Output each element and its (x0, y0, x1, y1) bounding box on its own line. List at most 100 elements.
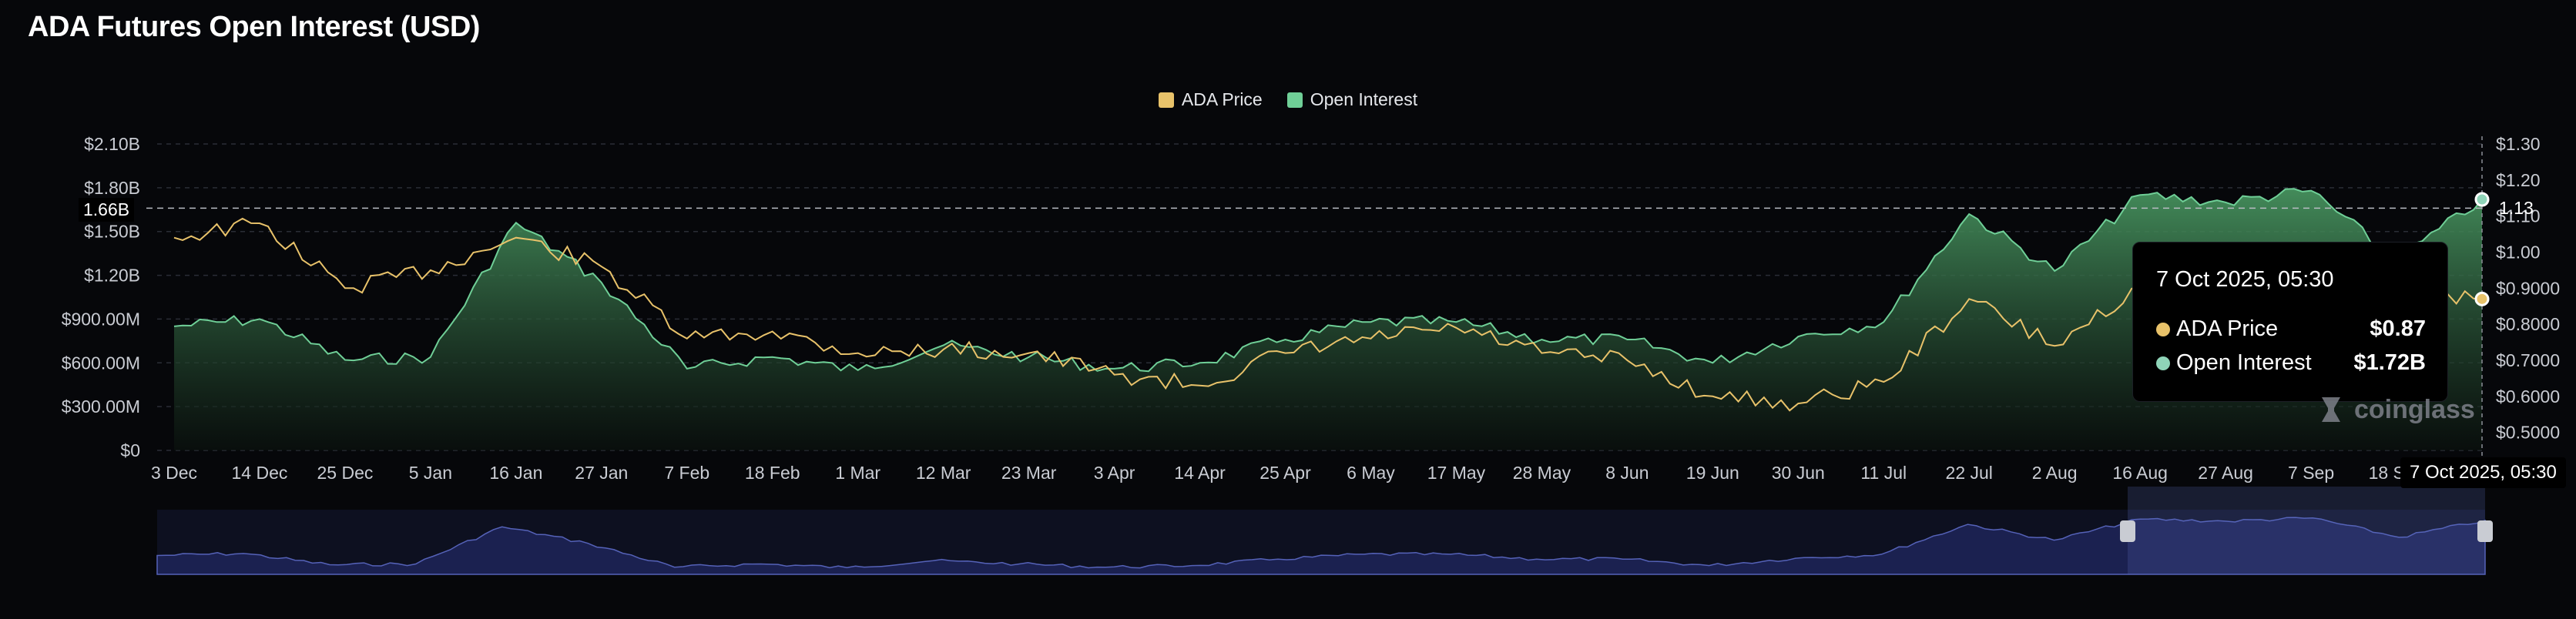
open-interest-point (173, 325, 176, 328)
crosshair-date-label: 7 Oct 2025, 05:30 (2400, 457, 2566, 488)
ada-price-point (857, 352, 860, 355)
ada-price-point (1540, 352, 1543, 355)
x-tick-label: 8 Jun (1605, 463, 1649, 483)
ada-price-point (1199, 384, 1202, 387)
open-interest-point (1882, 320, 1885, 323)
ada-price-point (344, 286, 347, 289)
legend-item-price[interactable]: ADA Price (1158, 89, 1263, 110)
y-left-tick-label: $1.20B (84, 266, 140, 286)
x-tick-label: 22 Jul (1946, 463, 1993, 483)
y-right-tick-label: $0.8000 (2496, 314, 2560, 334)
crosshair-left-value: 1.66B (79, 198, 135, 222)
ada-price-line (173, 217, 2483, 412)
y-right-tick-label: $0.5000 (2496, 423, 2560, 443)
x-tick-label: 16 Aug (2112, 463, 2168, 483)
open-interest-point (771, 356, 774, 359)
y-left-tick-label: $1.50B (84, 222, 140, 242)
y-right-tick-label: $1.30 (2496, 134, 2541, 154)
ada-price-point (1882, 380, 1885, 383)
x-tick-label: 7 Sep (2288, 463, 2334, 483)
open-interest-line (173, 188, 2483, 373)
x-tick-label: 1 Mar (835, 463, 880, 483)
y-right-tick-label: $0.7000 (2496, 350, 2560, 370)
tooltip-title: 7 Oct 2025, 05:30 (2156, 267, 2334, 292)
ada-price-point (1284, 352, 1287, 355)
open-interest-point (1540, 338, 1543, 341)
x-tick-label: 30 Jun (1772, 463, 1825, 483)
open-interest-point (1028, 356, 1031, 359)
open-interest-point (258, 317, 261, 320)
y-left-tick-label: $600.00M (62, 353, 140, 373)
open-interest-point (1796, 335, 1800, 338)
x-tick-label: 27 Aug (2198, 463, 2253, 483)
page-title: ADA Futures Open Interest (USD) (28, 11, 480, 43)
ada-price-point (2053, 344, 2056, 347)
x-tick-label: 2 Aug (2032, 463, 2078, 483)
ada-price-point (1967, 297, 1971, 300)
open-interest-point (857, 369, 860, 372)
ada-price-point (1454, 326, 1457, 330)
navigator-selection (2128, 487, 2485, 574)
open-interest-point (344, 358, 347, 361)
x-tick-label: 6 May (1347, 463, 1395, 483)
tooltip-label-price: ADA Price (2176, 316, 2279, 341)
ada-price-point (942, 348, 945, 351)
open-interest-point (600, 281, 603, 284)
open-interest-point (2138, 193, 2142, 196)
tooltip-row-open-interest: Open Interest $1.72B (2156, 350, 2426, 376)
y-right-tick-label: $1.00 (2496, 242, 2541, 262)
tooltip-value-open-interest: $1.72B (2353, 350, 2426, 375)
tooltip-dot-open-interest (2156, 356, 2170, 370)
coinglass-watermark: coinglass (2316, 394, 2475, 425)
y-left-tick-label: $2.10B (84, 134, 140, 154)
tooltip-dot-price (2156, 322, 2170, 336)
ada-price-point (771, 330, 774, 333)
x-tick-label: 25 Dec (317, 463, 373, 483)
x-tick-label: 19 Jun (1686, 463, 1739, 483)
y-right-tick-label: $0.9000 (2496, 278, 2560, 298)
open-interest-point (429, 356, 432, 359)
legend-label-open-interest: Open Interest (1310, 89, 1418, 109)
ada-price-point (258, 222, 261, 225)
open-interest-point (1199, 361, 1202, 364)
navigator-handle-right[interactable] (2477, 520, 2493, 542)
tooltip: 7 Oct 2025, 05:30 ADA Price $0.87 Open I… (2132, 242, 2448, 402)
ada-price-point (1028, 352, 1031, 355)
ada-price-point (515, 236, 518, 239)
tooltip-value-price: $0.87 (2370, 316, 2426, 341)
x-tick-label: 12 Mar (916, 463, 971, 483)
x-tick-label: 3 Dec (151, 463, 197, 483)
watermark-text: coinglass (2354, 394, 2475, 424)
navigator-series (156, 517, 2486, 575)
legend: ADA Price Open Interest (0, 89, 2576, 110)
y-left-tick-label: $0 (120, 440, 140, 460)
open-interest-point (1625, 338, 1628, 341)
x-tick-label: 17 May (1427, 463, 1486, 483)
x-tick-label: 18 Feb (745, 463, 800, 483)
tooltip-row-price: ADA Price $0.87 (2156, 316, 2426, 342)
open-interest-point (2224, 201, 2227, 204)
x-tick-label: 5 Jan (409, 463, 452, 483)
open-interest-point (942, 344, 945, 347)
ada-price-point (173, 236, 176, 239)
x-tick-label: 23 Mar (1001, 463, 1057, 483)
open-interest-point (2053, 269, 2056, 273)
open-interest-point (1113, 367, 1116, 370)
crosshair-price-marker (2474, 291, 2490, 306)
open-interest-area (174, 189, 2482, 451)
ada-price-point (429, 269, 432, 272)
ada-price-point (1369, 337, 1372, 340)
x-tick-label: 14 Apr (1174, 463, 1226, 483)
legend-item-open-interest[interactable]: Open Interest (1286, 89, 1418, 110)
ada-price-point (1113, 373, 1116, 376)
y-right-tick-label: $1.20 (2496, 170, 2541, 190)
crosshair-oi-marker (2474, 192, 2490, 207)
navigator-handle-left[interactable] (2120, 520, 2135, 542)
legend-label-price: ADA Price (1181, 89, 1263, 109)
y-left-tick-label: $900.00M (62, 309, 140, 329)
y-left-tick-label: $1.80B (84, 178, 140, 198)
x-tick-label: 16 Jan (489, 463, 542, 483)
ada-price-point (1711, 395, 1714, 398)
y-right-tick-label: $1.10 (2496, 206, 2541, 226)
